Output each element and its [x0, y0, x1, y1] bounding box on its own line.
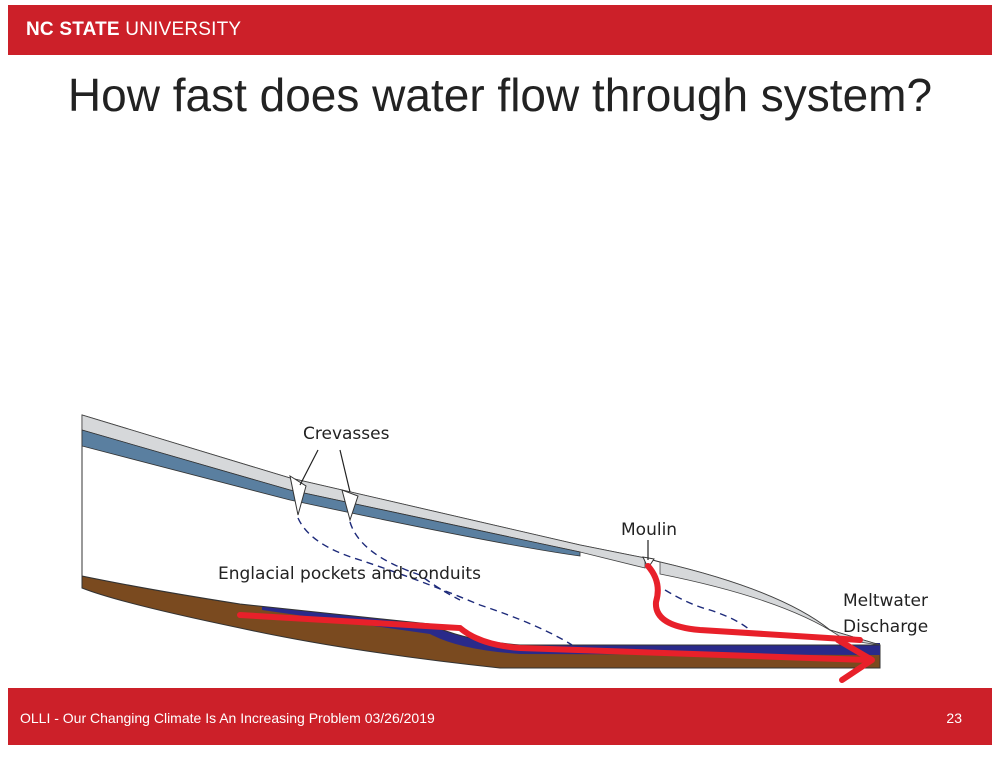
firn-layer — [81, 429, 581, 557]
flow-arrow — [645, 563, 863, 643]
label-moulin: Moulin — [621, 520, 677, 540]
englacial-conduit — [349, 521, 461, 601]
crevasse — [341, 489, 359, 522]
flow-arrow — [237, 612, 871, 663]
page-number: 23 — [946, 710, 962, 726]
brand-rest: UNIVERSITY — [125, 19, 242, 40]
englacial-conduit — [664, 589, 753, 633]
crevasse — [289, 474, 307, 516]
label-discharge: Discharge — [843, 617, 928, 637]
brand-bold: NC STATE — [26, 19, 120, 40]
label-crevasses: Crevasses — [303, 424, 390, 444]
label-englacial: Englacial pockets and conduits — [218, 564, 481, 584]
footer-bar: OLLI - Our Changing Climate Is An Increa… — [8, 688, 992, 745]
arrow-head — [835, 637, 875, 683]
slide-title: How fast does water flow through system? — [67, 69, 933, 121]
pointer-lines — [299, 449, 649, 560]
englacial-conduit — [297, 517, 573, 646]
footer-text: OLLI - Our Changing Climate Is An Increa… — [20, 710, 435, 726]
header-bar: NC STATE UNIVERSITY — [8, 5, 992, 55]
brand: NC STATE UNIVERSITY — [26, 19, 241, 41]
label-discharge: Meltwater — [843, 591, 928, 611]
